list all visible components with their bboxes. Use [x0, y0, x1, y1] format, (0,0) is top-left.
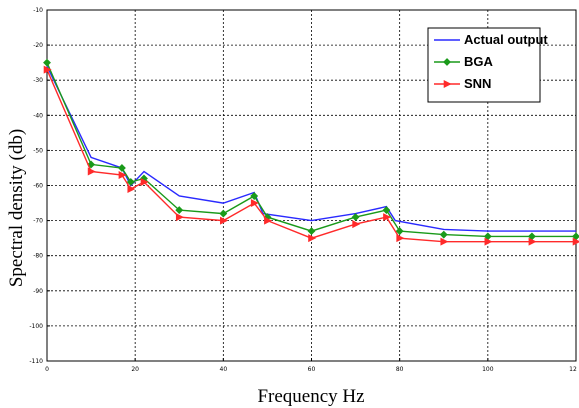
bga-point [118, 164, 126, 172]
snn-point [220, 216, 229, 225]
actual-output-line [46, 65, 576, 232]
y-tick-label: -60 [33, 183, 43, 190]
snn-point [43, 65, 52, 74]
x-tick-label: 60 [308, 366, 316, 373]
legend-label-bga: BGA [464, 54, 494, 69]
legend: Actual output BGA SNN [427, 27, 548, 103]
y-tick-label: -30 [33, 77, 43, 84]
x-tick-label: 100 [482, 366, 494, 373]
bga-point [126, 178, 135, 186]
x-tick-label: 40 [220, 366, 228, 373]
series-lines [43, 58, 579, 246]
legend-entry-actual-output: Actual output [434, 32, 548, 47]
y-axis-title: Spectral density (db) [6, 129, 27, 287]
snn-point [484, 237, 493, 246]
legend-entry-snn: SNN [434, 76, 491, 91]
y-tick-label: -80 [33, 253, 43, 260]
legend-marker-snn [443, 80, 452, 88]
y-tick-label: -20 [33, 42, 43, 49]
snn-point [87, 167, 96, 176]
snn-point [308, 234, 317, 243]
snn-point [440, 237, 449, 246]
legend-marker-bga [443, 58, 451, 66]
legend-entry-bga: BGA [434, 54, 494, 69]
snn-point [118, 170, 127, 179]
snn-point [140, 178, 149, 186]
bga-point [219, 209, 228, 218]
x-tick-label: 20 [131, 366, 139, 373]
legend-items: Actual output BGA SNN [434, 32, 548, 91]
y-tick-label: -100 [29, 323, 43, 330]
bga-point [439, 230, 448, 239]
series-snn [43, 65, 579, 246]
x-tick-label: 12 [569, 366, 577, 373]
y-tick-label: -40 [33, 112, 43, 119]
snn-point [250, 199, 259, 208]
x-axis-ticks: 0 20 40 60 80 100 12 [45, 358, 577, 373]
snn-point [572, 237, 579, 246]
snn-point [528, 237, 537, 246]
snn-point [383, 213, 392, 222]
y-axis-ticks: -10 -20 -30 -40 -50 -60 -70 -80 -90 -100 -110 [29, 7, 50, 365]
bga-point [395, 227, 404, 236]
x-axis-title: Frequency Hz [257, 386, 364, 407]
bga-point [382, 206, 391, 214]
x-tick-label: 0 [45, 366, 49, 373]
y-tick-label: -10 [33, 7, 43, 14]
x-tick-label: 80 [396, 366, 404, 373]
y-tick-label: -70 [33, 218, 43, 225]
y-tick-label: -90 [33, 288, 43, 295]
snn-point [352, 220, 361, 229]
bga-point [43, 58, 51, 67]
bga-point [351, 213, 360, 222]
snn-point [175, 213, 184, 222]
bga-point [307, 227, 316, 236]
y-tick-label: -110 [29, 358, 43, 365]
series-actual-output [46, 65, 576, 232]
snn-point [396, 234, 405, 243]
bga-point [175, 206, 184, 214]
bga-point [250, 192, 259, 200]
y-tick-label: -50 [33, 147, 43, 154]
snn-point [127, 185, 136, 193]
legend-label-actual-output: Actual output [464, 32, 548, 47]
legend-label-snn: SNN [464, 76, 491, 91]
snn-point [264, 216, 273, 225]
